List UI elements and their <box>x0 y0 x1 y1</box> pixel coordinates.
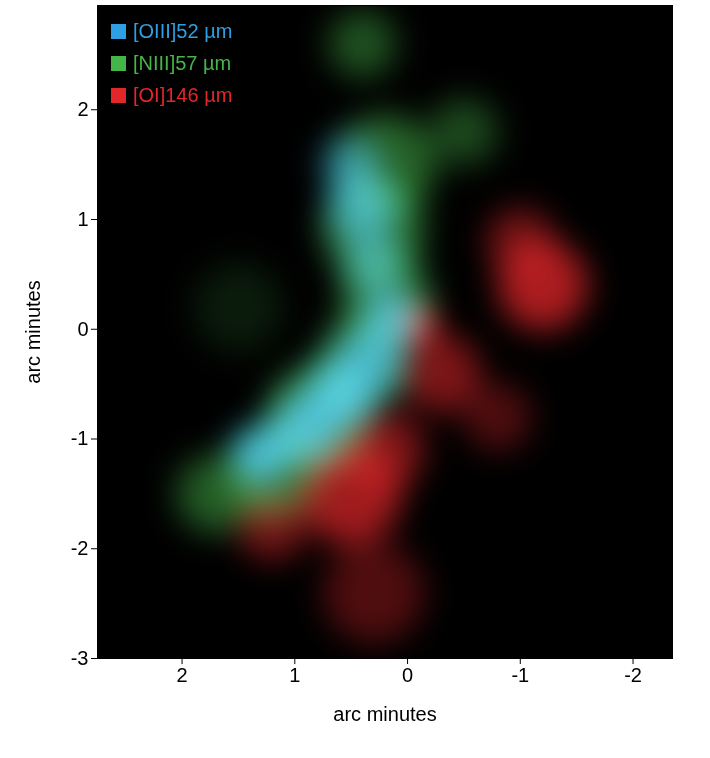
svg-text:2: 2 <box>77 98 88 120</box>
svg-text:-1: -1 <box>511 664 529 686</box>
svg-text:-1: -1 <box>71 427 89 449</box>
svg-text:-2: -2 <box>71 537 89 559</box>
svg-text:1: 1 <box>289 664 300 686</box>
html-text:[OIII]52 µm: [OIII]52 µm <box>133 20 233 42</box>
svg-text:arc minutes: arc minutes <box>22 280 44 383</box>
svg-text:0: 0 <box>77 318 88 340</box>
svg-text:-2: -2 <box>624 664 642 686</box>
svg-text:1: 1 <box>77 208 88 230</box>
html-text:[NIII]57 µm: [NIII]57 µm <box>133 52 232 74</box>
svg-text:0: 0 <box>402 664 413 686</box>
svg-text:2: 2 <box>176 664 187 686</box>
svg-text:-3: -3 <box>71 647 89 669</box>
html-text:[OI]146 µm: [OI]146 µm <box>133 84 233 106</box>
svg-text:arc minutes: arc minutes <box>333 703 436 725</box>
